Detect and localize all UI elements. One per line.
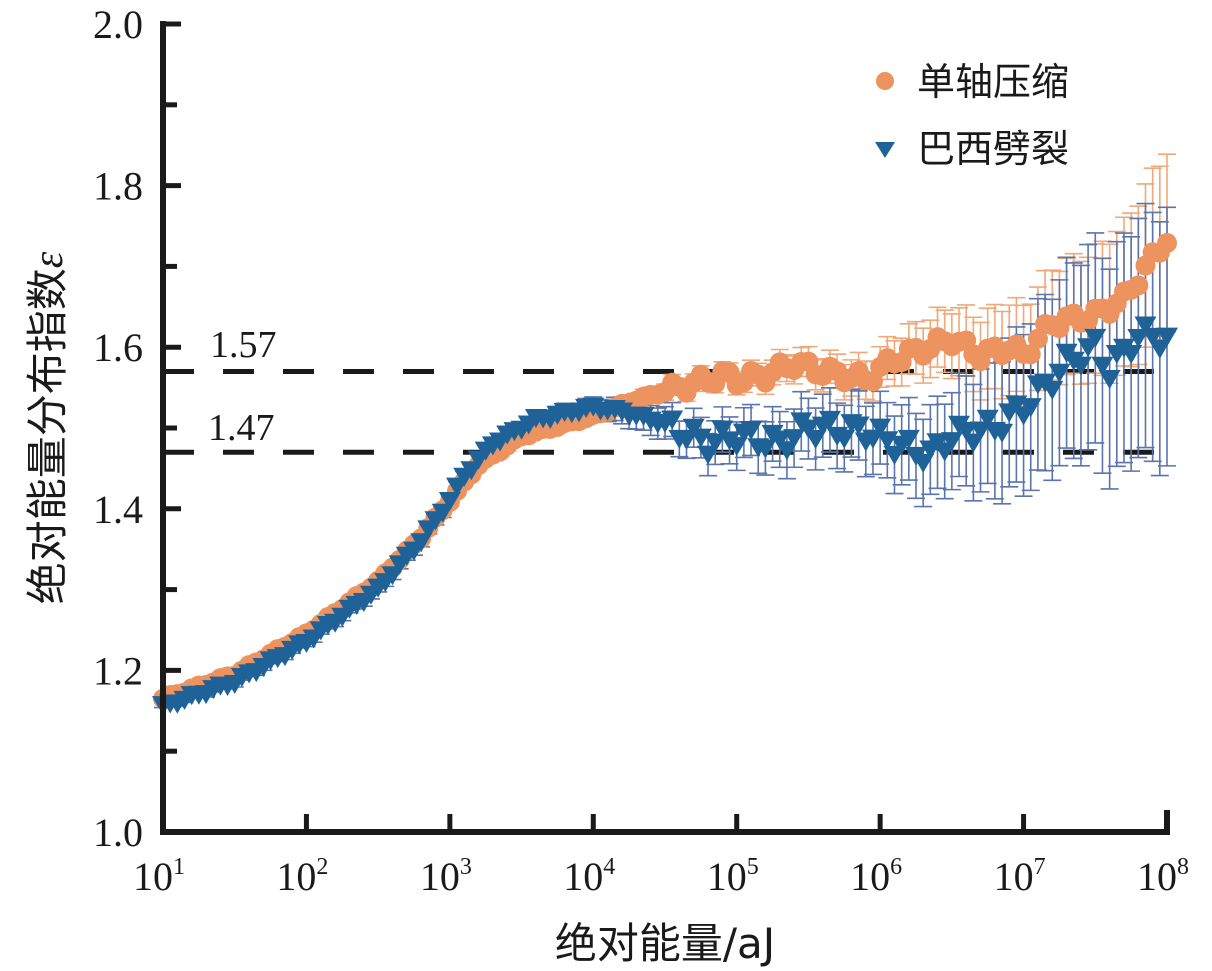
- x-tick-label: 106: [850, 854, 902, 899]
- axes: [160, 21, 1170, 835]
- data-point-brazilian: [697, 445, 720, 465]
- y-tick-label: 1.6: [93, 325, 143, 370]
- data-point-brazilian: [661, 410, 684, 430]
- x-tick-label: 101: [133, 854, 185, 899]
- legend: 单轴压缩 巴西劈裂: [875, 60, 1069, 171]
- data-point-brazilian: [410, 533, 433, 553]
- x-tick-label: 102: [276, 854, 328, 899]
- data-point-brazilian: [1084, 328, 1107, 348]
- data-point-brazilian: [1048, 363, 1071, 383]
- data-point-brazilian: [1127, 329, 1150, 349]
- data-point-brazilian: [754, 439, 777, 459]
- data-point-brazilian: [711, 420, 734, 440]
- data-point-brazilian: [783, 429, 806, 449]
- data-point-uniaxial: [1020, 344, 1041, 365]
- data-markers: [152, 233, 1178, 716]
- data-point-brazilian: [725, 437, 748, 457]
- data-point-brazilian: [940, 432, 963, 452]
- y-tick-label: 1.2: [93, 648, 143, 693]
- x-tick-exponent: 4: [603, 854, 615, 880]
- data-point-brazilian: [962, 433, 985, 453]
- x-tick-exponent: 3: [460, 854, 472, 880]
- x-tick-base: 10: [563, 854, 603, 899]
- legend-triangle-marker: [875, 142, 895, 158]
- x-tick-base: 10: [276, 854, 316, 899]
- x-tick-exponent: 2: [316, 854, 328, 880]
- data-point-brazilian: [818, 410, 841, 430]
- data-point-brazilian: [797, 419, 820, 439]
- data-point-brazilian: [704, 433, 727, 453]
- x-tick-exponent: 6: [890, 854, 902, 880]
- data-point-brazilian: [1091, 356, 1114, 376]
- y-tick-label: 1.8: [93, 164, 143, 209]
- x-tick-base: 10: [994, 854, 1034, 899]
- x-tick-exponent: 5: [747, 854, 759, 880]
- x-tick-exponent: 1: [173, 854, 185, 880]
- legend-circle-marker: [876, 72, 894, 90]
- x-tick-base: 10: [420, 854, 460, 899]
- x-tick-base: 10: [707, 854, 747, 899]
- data-point-brazilian: [740, 420, 763, 440]
- legend-item-uniaxial[interactable]: 单轴压缩: [876, 60, 1069, 104]
- legend-label-brazilian: 巴西劈裂: [917, 127, 1069, 171]
- y-tick-label: 2.0: [93, 2, 143, 47]
- data-point-brazilian: [1098, 370, 1121, 390]
- data-point-brazilian: [431, 503, 454, 523]
- x-tick-base: 10: [850, 854, 890, 899]
- x-tick-base: 10: [1137, 854, 1177, 899]
- data-point-brazilian: [869, 418, 892, 438]
- data-point-brazilian: [1134, 316, 1157, 336]
- x-tick-label: 108: [1137, 854, 1189, 899]
- data-point-brazilian: [689, 428, 712, 448]
- x-tick-base: 10: [133, 854, 173, 899]
- x-tick-exponent: 8: [1177, 854, 1189, 880]
- data-point-brazilian: [1148, 339, 1171, 359]
- x-axis-title: 绝对能量/aJ: [555, 919, 775, 968]
- data-point-brazilian: [775, 441, 798, 461]
- x-tick-label: 104: [563, 854, 615, 899]
- data-point-brazilian: [675, 430, 698, 450]
- data-point-brazilian: [912, 453, 935, 473]
- data-point-brazilian: [768, 430, 791, 450]
- data-point-brazilian: [847, 416, 870, 436]
- data-point-brazilian: [991, 423, 1014, 443]
- y-axis-title: 绝对能量分布指数ε: [23, 251, 72, 604]
- y-tick-label: 1.4: [93, 487, 143, 532]
- data-point-brazilian: [969, 421, 992, 441]
- data-point-brazilian: [1120, 344, 1143, 364]
- reference-label-1-47: 1.47: [208, 407, 275, 449]
- data-point-uniaxial: [1128, 275, 1149, 296]
- data-point-brazilian: [1041, 380, 1064, 400]
- data-point-brazilian: [897, 429, 920, 449]
- data-point-brazilian: [438, 491, 461, 511]
- y-axis-title-text: 绝对能量分布指数: [23, 268, 72, 604]
- data-point-brazilian: [833, 429, 856, 449]
- y-axis-title-symbol: ε: [26, 251, 72, 268]
- x-tick-label: 103: [420, 854, 472, 899]
- data-point-brazilian: [955, 421, 978, 441]
- legend-item-brazilian[interactable]: 巴西劈裂: [875, 127, 1069, 171]
- x-tick-exponent: 7: [1034, 854, 1046, 880]
- data-point-brazilian: [1019, 398, 1042, 418]
- data-point-brazilian: [682, 418, 705, 438]
- reference-label-1-57: 1.57: [210, 324, 277, 366]
- data-point-uniaxial: [1157, 233, 1177, 254]
- data-point-brazilian: [1141, 327, 1164, 347]
- y-tick-label: 1.0: [93, 810, 143, 855]
- data-point-brazilian: [1069, 356, 1092, 376]
- legend-label-uniaxial: 单轴压缩: [917, 60, 1069, 104]
- data-point-brazilian: [804, 429, 827, 449]
- data-point-brazilian: [976, 409, 999, 429]
- x-tick-label: 107: [994, 854, 1046, 899]
- data-point-brazilian: [1156, 327, 1178, 347]
- reference-lines: [163, 368, 1167, 455]
- x-tick-label: 105: [707, 854, 759, 899]
